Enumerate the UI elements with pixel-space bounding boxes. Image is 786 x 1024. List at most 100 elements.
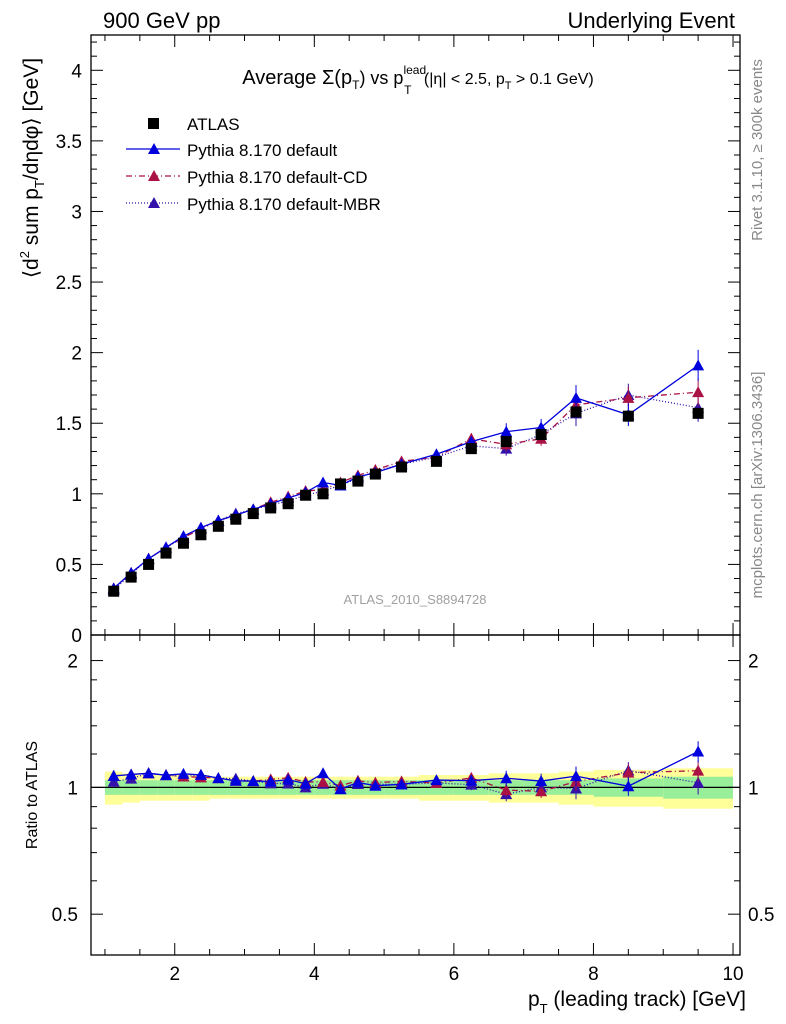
xlabel-rest: (leading track) [GeV] xyxy=(548,988,746,1011)
ylabel-part2: sum p xyxy=(20,188,43,251)
x-tick-label: 4 xyxy=(309,964,320,985)
marker-solid xyxy=(570,391,583,403)
y-tick-label: 3.5 xyxy=(56,132,82,153)
ratio-marker-solid xyxy=(395,778,408,790)
atlas-data-point xyxy=(143,558,155,570)
atlas-data-point xyxy=(369,468,381,480)
xlabel-p: p xyxy=(528,988,540,1011)
ratio-marker-solid xyxy=(351,776,364,788)
ratio-marker-solid xyxy=(107,769,120,781)
marker-solid xyxy=(500,425,513,437)
atlas-data-point xyxy=(334,478,346,490)
ratio-marker-solid xyxy=(282,773,295,785)
rivet-label: Rivet 3.1.10, ≥ 300k events xyxy=(749,59,766,241)
x-tick-label: 8 xyxy=(588,964,599,985)
y-tick-label: 1.5 xyxy=(56,414,82,435)
y-tick-label: 0.5 xyxy=(56,555,82,576)
y-tick-label: 2.5 xyxy=(56,273,82,294)
ratio-y-tick-label-right: 0.5 xyxy=(748,905,774,926)
y-tick-label: 2 xyxy=(71,344,82,365)
ratio-marker-solid xyxy=(194,768,207,780)
x-tick-label: 2 xyxy=(169,964,180,985)
title-sub1: T xyxy=(352,78,360,92)
title-sub2: T xyxy=(404,83,412,97)
ratio-marker-solid xyxy=(177,767,190,779)
ratio-marker-solid xyxy=(334,783,347,795)
atlas-data-point xyxy=(212,520,224,532)
atlas-data-point xyxy=(282,498,294,510)
ratio-marker-solid xyxy=(264,775,277,787)
y-tick-label: 3 xyxy=(71,202,82,223)
ratio-marker-dashdot xyxy=(692,764,705,776)
series-line-dashdot xyxy=(113,391,699,589)
ratio-marker-solid xyxy=(369,779,382,791)
atlas-data-point xyxy=(465,443,477,455)
ratio-y-tick-label-right: 1 xyxy=(748,778,759,799)
ratio-marker-dashdot xyxy=(500,784,513,796)
legend-label-default: Pythia 8.170 default xyxy=(187,141,338,160)
marker-solid xyxy=(317,476,330,488)
atlas-data-point xyxy=(108,585,120,597)
atlas-data-point xyxy=(317,488,329,500)
ylabel-sub: T xyxy=(32,180,47,188)
ratio-marker-dashdot xyxy=(622,766,635,778)
atlas-data-point xyxy=(300,489,312,501)
ratio-marker-solid xyxy=(212,772,225,784)
title-suffix: (|η| < 2.5, p xyxy=(419,71,504,88)
ylabel-sup: 2 xyxy=(17,251,32,258)
legend-marker-atlas xyxy=(148,118,159,129)
header-left: 900 GeV pp xyxy=(103,8,220,33)
ratio-marker-solid xyxy=(247,775,260,787)
marker-dashdot xyxy=(622,391,635,403)
y-tick-label: 4 xyxy=(71,61,82,82)
ratio-marker-solid xyxy=(535,775,548,787)
marker-dashdot xyxy=(692,386,705,398)
legend-label-cd: Pythia 8.170 default-CD xyxy=(187,168,368,187)
atlas-data-point xyxy=(396,461,408,473)
legend-marker-cd xyxy=(148,170,160,181)
ratio-marker-solid xyxy=(430,774,443,786)
ratio-panel-frame xyxy=(90,634,741,956)
atlas-data-point xyxy=(622,410,634,422)
atlas-data-point xyxy=(535,429,547,441)
ratio-marker-solid xyxy=(299,777,312,789)
header-right: Underlying Event xyxy=(567,8,735,33)
ratio-y-tick-label-left: 2 xyxy=(67,652,78,673)
legend-label-mbr: Pythia 8.170 default-MBR xyxy=(187,195,381,214)
atlas-data-point xyxy=(247,508,259,520)
y-tick-label: 0 xyxy=(71,626,82,647)
ratio-marker-dashdot xyxy=(535,785,548,797)
atlas-data-point xyxy=(692,407,704,419)
ratio-marker-solid xyxy=(229,774,242,786)
ratio-marker-solid xyxy=(570,770,583,782)
atlas-data-point xyxy=(430,455,442,467)
series-line-solid xyxy=(113,364,699,589)
atlas-data-point xyxy=(160,547,172,559)
ratio-y-tick-label-right: 2 xyxy=(748,652,759,673)
ratio-marker-solid xyxy=(692,745,705,757)
ratio-y-tick-label-left: 0.5 xyxy=(52,905,78,926)
ratio-marker-solid xyxy=(142,767,155,779)
atlas-data-point xyxy=(177,537,189,549)
ratio-y-tick-label-left: 1 xyxy=(67,778,78,799)
y-tick-label: 1 xyxy=(71,485,82,506)
data-marks xyxy=(107,349,705,597)
x-tick-label: 6 xyxy=(449,964,460,985)
ratio-marker-dashdot xyxy=(317,775,330,787)
title-prefix: Average Σ(p xyxy=(242,67,352,89)
x-tick-label: 10 xyxy=(722,964,743,985)
ratio-y-axis-label: Ratio to ATLAS xyxy=(24,741,41,849)
title-sub3: T xyxy=(505,80,512,92)
title-tail: > 0.1 GeV) xyxy=(511,71,593,88)
legend-marker-default xyxy=(148,143,160,154)
series-line-dotted xyxy=(113,394,699,591)
ratio-marker-dotted xyxy=(692,776,705,788)
atlas-data-point xyxy=(570,406,582,418)
x-axis-label: pT (leading track) [GeV] xyxy=(528,988,746,1016)
ratio-marker-solid xyxy=(500,772,513,784)
legend-marker-mbr xyxy=(148,197,160,208)
ylabel-part3: /dηdφ⟩ [GeV] xyxy=(20,58,43,180)
atlas-data-point xyxy=(352,475,364,487)
legend-label-atlas: ATLAS xyxy=(187,115,240,134)
